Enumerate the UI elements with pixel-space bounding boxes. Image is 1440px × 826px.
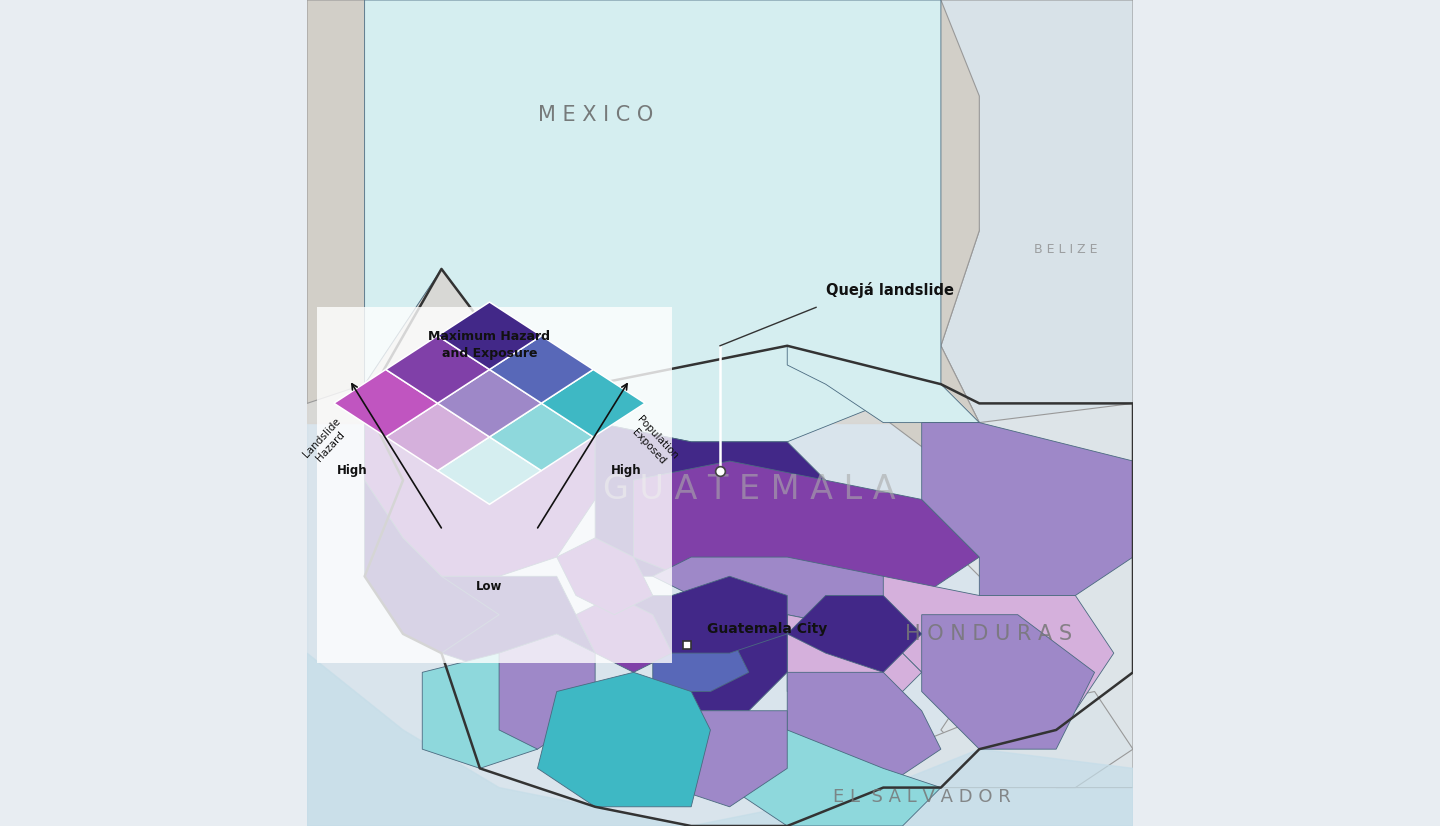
Polygon shape <box>442 577 595 672</box>
Polygon shape <box>364 480 500 653</box>
Polygon shape <box>576 596 672 672</box>
Polygon shape <box>438 302 541 369</box>
Polygon shape <box>634 461 979 615</box>
Polygon shape <box>364 403 595 577</box>
Polygon shape <box>557 538 652 615</box>
Polygon shape <box>788 346 979 423</box>
Polygon shape <box>541 369 645 437</box>
Polygon shape <box>922 615 1094 749</box>
Polygon shape <box>768 691 1133 787</box>
Polygon shape <box>386 336 490 403</box>
Polygon shape <box>922 423 1133 596</box>
Polygon shape <box>537 672 710 807</box>
Bar <box>317 307 672 662</box>
Polygon shape <box>652 557 922 634</box>
Text: High: High <box>337 464 367 477</box>
Text: Low: Low <box>477 580 503 592</box>
Text: E L  S A L V A D O R: E L S A L V A D O R <box>832 788 1011 806</box>
Text: Maximum Hazard
and Exposure: Maximum Hazard and Exposure <box>429 330 550 360</box>
Polygon shape <box>615 577 788 653</box>
Polygon shape <box>490 403 593 471</box>
Text: G U A T E M A L A: G U A T E M A L A <box>602 473 896 506</box>
Polygon shape <box>672 596 788 710</box>
Polygon shape <box>438 437 541 505</box>
Polygon shape <box>422 653 557 768</box>
Polygon shape <box>500 634 595 749</box>
Polygon shape <box>730 730 940 826</box>
Polygon shape <box>364 0 940 384</box>
Text: Quejá landslide: Quejá landslide <box>825 282 953 297</box>
Polygon shape <box>652 710 788 807</box>
Polygon shape <box>940 384 1133 787</box>
Polygon shape <box>788 615 922 710</box>
Polygon shape <box>386 403 490 471</box>
Text: Guatemala City: Guatemala City <box>707 622 827 636</box>
Polygon shape <box>788 596 922 672</box>
Polygon shape <box>788 672 940 787</box>
Polygon shape <box>307 0 883 288</box>
Polygon shape <box>364 346 883 442</box>
Text: High: High <box>612 464 642 477</box>
Polygon shape <box>307 0 979 461</box>
Text: H O N D U R A S: H O N D U R A S <box>906 624 1073 644</box>
Polygon shape <box>883 577 1113 710</box>
Polygon shape <box>940 0 1133 423</box>
Text: B E L I Z E: B E L I Z E <box>1034 243 1097 256</box>
Polygon shape <box>652 634 749 691</box>
Polygon shape <box>307 0 1133 423</box>
Polygon shape <box>334 369 438 437</box>
Text: Population
Exposed: Population Exposed <box>626 415 680 470</box>
Polygon shape <box>595 423 825 577</box>
Text: Landslide
Hazard: Landslide Hazard <box>301 416 351 468</box>
Polygon shape <box>307 0 1133 826</box>
Polygon shape <box>307 653 1133 826</box>
Polygon shape <box>490 336 593 403</box>
Polygon shape <box>438 369 541 437</box>
Text: M E X I C O: M E X I C O <box>537 105 652 126</box>
